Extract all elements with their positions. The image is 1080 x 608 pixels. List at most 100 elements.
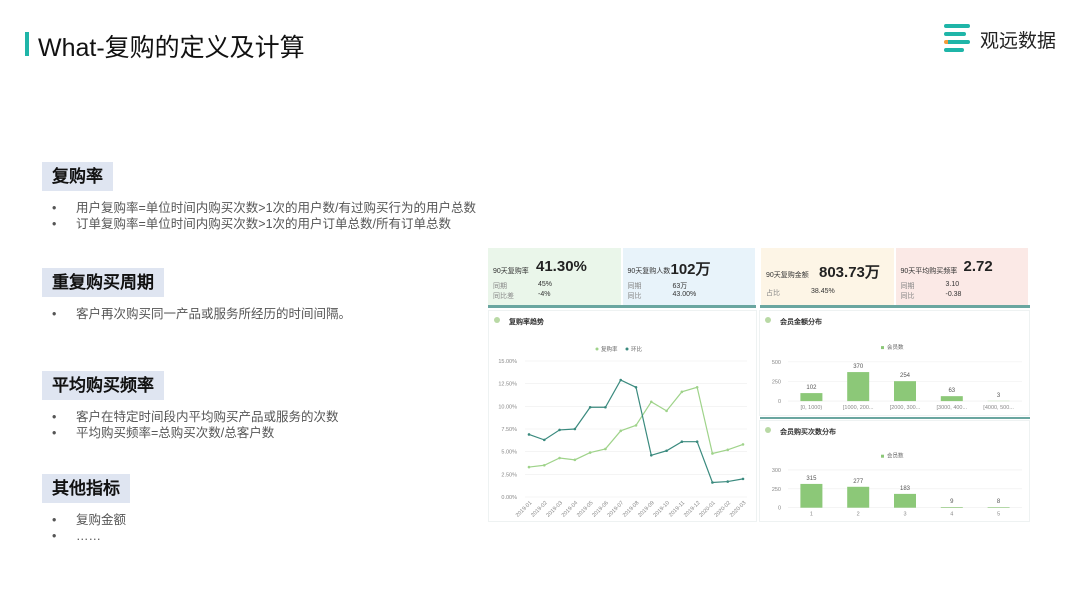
section-heading: 复购率 <box>42 162 113 191</box>
kpi-row-label: 同比 <box>900 293 915 300</box>
legend-marker <box>881 346 884 350</box>
panel-icon <box>494 317 500 323</box>
data-point <box>604 447 607 451</box>
bar <box>800 393 823 402</box>
kpi-label: 90天复购人数 <box>627 268 671 275</box>
x-tick-label: 2020-03 <box>729 500 748 519</box>
data-label: 277 <box>853 479 864 485</box>
x-tick-label: [2000, 300... <box>890 405 921 411</box>
panel-icon <box>765 427 771 433</box>
x-tick-label: [1000, 200... <box>843 405 874 411</box>
x-tick-label: [3000, 400... <box>937 405 968 411</box>
bullet-text: 平均购买频率=总购买次数/总客户数 <box>76 426 275 440</box>
logo: 观远数据 <box>944 24 1056 54</box>
data-point <box>619 429 623 433</box>
kpi-row-value: -4% <box>538 291 551 298</box>
y-tick-label: 5.00% <box>501 450 517 456</box>
dashboard-screenshot: 90天复购率 41.30% 同期 45% 同比差 -4% 90天复购人数 102万 同期 6… <box>488 248 1030 524</box>
y-tick-label: 0.00% <box>501 495 517 501</box>
bar <box>940 507 963 508</box>
data-point <box>680 440 684 443</box>
x-tick-label: 2019-10 <box>652 500 671 519</box>
bar <box>847 486 870 508</box>
bullet-dot: • <box>52 513 57 527</box>
bullet-text: 复购金额 <box>76 513 127 527</box>
legend-label: 环比 <box>631 345 643 353</box>
bar <box>894 493 916 508</box>
panel-title: 会员金额分布 <box>780 319 822 326</box>
bullet-item: • 客户在特定时间段内平均购买产品或服务的次数 <box>52 409 339 425</box>
y-tick-label: 10.00% <box>498 404 517 410</box>
kpi-row-label: 同期 <box>627 283 642 290</box>
kpi-value: 803.73万 <box>819 264 880 281</box>
kpi-row-value: 43.00% <box>672 291 697 298</box>
kpi-row-label: 占比 <box>766 290 780 297</box>
data-point <box>665 409 668 413</box>
bullet-text: 订单复购率=单位时间内购买次数>1次的用户订单总数/所有订单总数 <box>76 217 452 231</box>
data-point <box>634 385 638 389</box>
y-tick-label: 0 <box>778 399 781 405</box>
data-label: 254 <box>900 373 911 379</box>
kpi-value: 41.30% <box>536 258 587 275</box>
data-label: 3 <box>997 393 1001 399</box>
legend-marker <box>595 347 599 351</box>
data-point <box>634 424 638 427</box>
bar-chart-panel-amount: 会员金额分布 0 250 500 会员数 102 [0, 1000) 370 [1000, 2… <box>759 310 1030 416</box>
kpi-card: 90天平均购买频率 2.72 同期 3.10 同比 -0.38 <box>895 248 1028 306</box>
kpi-row-value: 38.45% <box>811 288 835 295</box>
x-tick-label: 5 <box>997 512 1000 518</box>
bullet-text: 客户在特定时间段内平均购买产品或服务的次数 <box>76 410 339 424</box>
bullet-dot: • <box>52 201 57 215</box>
kpi-row-label: 同期 <box>900 283 915 290</box>
bullet-text: 用户复购率=单位时间内购买次数>1次的用户数/有过购买行为的用户总数 <box>76 201 477 215</box>
y-tick-label: 2.50% <box>501 472 517 478</box>
data-point <box>649 453 653 457</box>
x-tick-label: [4000, 500... <box>983 405 1014 411</box>
kpi-label: 90天复购率 <box>493 268 529 275</box>
data-point <box>711 481 714 484</box>
data-point <box>527 433 531 436</box>
kpi-row-value: -0.38 <box>945 291 962 298</box>
data-label: 102 <box>806 385 817 391</box>
data-point <box>741 477 745 481</box>
data-point <box>542 463 546 467</box>
bullet-dot: • <box>52 529 57 543</box>
data-point <box>695 440 699 443</box>
bullet-item: • 用户复购率=单位时间内购买次数>1次的用户数/有过购买行为的用户总数 <box>52 200 476 216</box>
data-point <box>558 456 561 460</box>
bullet-item: • 订单复购率=单位时间内购买次数>1次的用户订单总数/所有订单总数 <box>52 216 451 232</box>
legend-label: 会员数 <box>887 343 904 351</box>
kpi-value: 2.72 <box>963 258 993 275</box>
divider <box>760 417 1030 419</box>
y-tick-label: 0 <box>778 506 781 512</box>
bar-chart: 0 250 300 会员数 315 1 277 2 183 3 9 4 8 5 <box>772 452 1022 518</box>
bullet-text: 客户再次购买同一产品或服务所经历的时间间隔。 <box>76 307 352 321</box>
bar <box>800 483 823 508</box>
x-tick-label: 4 <box>950 512 953 518</box>
data-label: 183 <box>900 486 911 492</box>
y-tick-label: 500 <box>772 360 781 366</box>
y-tick-label: 250 <box>772 487 781 493</box>
data-point <box>665 449 668 453</box>
data-point <box>619 378 623 382</box>
kpi-row-label: 同期 <box>493 283 507 290</box>
logo-text: 观远数据 <box>980 30 1057 52</box>
bullet-item: • 复购金额 <box>52 512 126 528</box>
section-heading: 平均购买频率 <box>42 371 164 400</box>
legend-label: 复购率 <box>601 345 618 353</box>
x-tick-label: [0, 1000) <box>801 405 823 411</box>
bullet-item: • …… <box>52 528 101 544</box>
data-label: 8 <box>997 499 1001 505</box>
data-point <box>573 458 577 462</box>
divider <box>488 305 756 308</box>
data-point <box>604 405 607 409</box>
kpi-card: 90天复购人数 102万 同期 63万 同比 43.00% <box>622 248 755 306</box>
data-point <box>695 385 699 389</box>
y-tick-label: 15.00% <box>498 359 517 365</box>
section-heading: 其他指标 <box>42 474 130 503</box>
kpi-row-label: 同比 <box>627 293 642 300</box>
bullet-dot: • <box>52 410 57 424</box>
legend-marker <box>881 454 884 458</box>
x-tick-label: 2 <box>857 512 860 518</box>
bullet-text: …… <box>76 529 101 543</box>
